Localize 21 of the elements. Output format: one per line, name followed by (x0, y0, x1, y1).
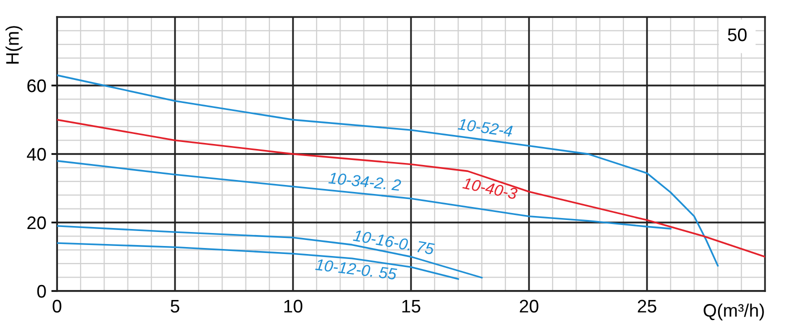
text: 10-12-0. 55 (315, 258, 398, 280)
x-tick-label: 0 (52, 300, 62, 313)
y-tick-label: 20 (27, 216, 46, 230)
x-tick-label: 20 (520, 300, 538, 313)
x-tick-label: 15 (402, 300, 420, 313)
text: 10-52-4 (458, 118, 513, 137)
y-tick-label: 60 (27, 79, 46, 92)
y-axis-title: H(m) (6, 26, 22, 64)
x-tick-label: 25 (638, 300, 656, 313)
y-tick-label: 0 (37, 284, 46, 298)
x-tick-label: 5 (170, 300, 180, 313)
text: 10-40-3 (462, 177, 518, 200)
annotation: 50 (728, 28, 747, 42)
line-series (57, 160, 672, 230)
text: 10-16-0. 75 (352, 230, 435, 255)
text: 10-34-2. 2 (328, 172, 402, 191)
y-tick-label: 40 (26, 148, 46, 161)
x-tick-label: 10 (284, 300, 302, 313)
line-series (57, 118, 765, 258)
line-series (57, 225, 483, 278)
x-axis-title: Q(m³/h) (704, 304, 764, 320)
